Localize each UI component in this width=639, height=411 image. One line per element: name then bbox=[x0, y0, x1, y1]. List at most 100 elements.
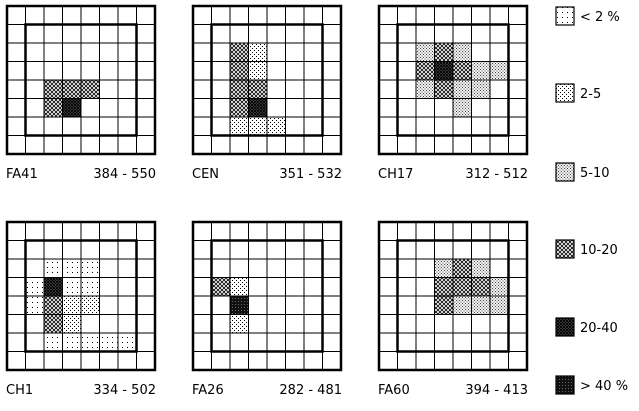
grid-cell-filled bbox=[471, 296, 490, 315]
legend-item: > 40 % bbox=[555, 375, 628, 395]
legend-item: 20-40 bbox=[555, 317, 618, 337]
grid-outer-border bbox=[5, 220, 157, 372]
grid-cell-filled bbox=[230, 277, 249, 296]
panel-ch1: CH1 334 - 502 bbox=[5, 220, 157, 398]
grid-cell-filled bbox=[62, 314, 81, 333]
grid-inner-border bbox=[210, 23, 324, 137]
panel-ch17: CH17 312 - 512 bbox=[377, 4, 529, 182]
grid-lines bbox=[192, 5, 342, 155]
grid-cell-filled bbox=[248, 117, 267, 136]
grid-inner-border bbox=[210, 239, 324, 353]
grid-cell-filled bbox=[453, 61, 472, 80]
grid-cell-filled bbox=[453, 98, 472, 117]
legend-item: 10-20 bbox=[555, 239, 618, 259]
legend-swatch bbox=[555, 239, 575, 259]
legend-swatch bbox=[555, 317, 575, 337]
grid-cell-filled bbox=[44, 333, 63, 352]
grid-lines bbox=[192, 221, 342, 371]
grid-cell-filled bbox=[416, 61, 435, 80]
panel-label: CEN bbox=[192, 167, 219, 182]
grid-cell-filled bbox=[416, 43, 435, 62]
grid-cell-filled bbox=[62, 333, 81, 352]
grid-cell-filled bbox=[81, 296, 100, 315]
grid-cell-filled bbox=[490, 296, 509, 315]
panel-fa60: FA60 394 - 413 bbox=[377, 220, 529, 398]
grid-cell-filled bbox=[25, 296, 44, 315]
grid-cell-filled bbox=[62, 296, 81, 315]
grid-cell-filled bbox=[434, 61, 453, 80]
grid-outer-border bbox=[377, 4, 529, 156]
legend-label: 2-5 bbox=[580, 87, 601, 102]
grid-inner-border bbox=[396, 239, 510, 353]
panel-label: FA26 bbox=[192, 383, 224, 398]
panel-range: 394 - 413 bbox=[465, 383, 528, 398]
grid-cell-filled bbox=[471, 277, 490, 296]
panel-range: 312 - 512 bbox=[465, 167, 528, 182]
panel-label: CH17 bbox=[378, 167, 413, 182]
grid-cell-filled bbox=[434, 296, 453, 315]
legend-label: < 2 % bbox=[580, 10, 620, 25]
panel-range: 351 - 532 bbox=[279, 167, 342, 182]
grid-cell-filled bbox=[230, 314, 249, 333]
legend-swatch bbox=[555, 6, 575, 26]
legend-swatch bbox=[555, 375, 575, 395]
grid-cell-filled bbox=[230, 296, 249, 315]
grid-outer-border bbox=[377, 220, 529, 372]
grid-cell-filled bbox=[99, 333, 118, 352]
legend-item: 5-10 bbox=[555, 162, 610, 182]
grid-cell-filled bbox=[248, 80, 267, 99]
legend-label: 10-20 bbox=[580, 243, 618, 258]
grid-outer-border bbox=[5, 4, 157, 156]
panel-range: 282 - 481 bbox=[279, 383, 342, 398]
grid-outer-border bbox=[191, 220, 343, 372]
grid-cell-filled bbox=[416, 80, 435, 99]
panel-label: FA60 bbox=[378, 383, 410, 398]
legend-label: 20-40 bbox=[580, 321, 618, 336]
grid-cell-filled bbox=[490, 277, 509, 296]
grid-cell-filled bbox=[44, 80, 63, 99]
grid-cell-filled bbox=[490, 61, 509, 80]
grid-cell-filled bbox=[453, 277, 472, 296]
grid-cell-filled bbox=[471, 80, 490, 99]
grid-cell-filled bbox=[248, 98, 267, 117]
grid-inner-border bbox=[24, 239, 138, 353]
grid-lines bbox=[378, 5, 528, 155]
grid-cell-filled bbox=[81, 259, 100, 278]
grid-cell-filled bbox=[62, 259, 81, 278]
grid-cell-filled bbox=[44, 277, 63, 296]
legend-swatch bbox=[555, 83, 575, 103]
panel-fa41: FA41 384 - 550 bbox=[5, 4, 157, 182]
panel-range: 384 - 550 bbox=[93, 167, 156, 182]
grid-cell-filled bbox=[62, 80, 81, 99]
legend-label: > 40 % bbox=[580, 379, 628, 394]
grid-cell-filled bbox=[81, 277, 100, 296]
panel-label: FA41 bbox=[6, 167, 38, 182]
grid-lines bbox=[6, 5, 156, 155]
legend-label: 5-10 bbox=[580, 166, 610, 181]
grid-lines bbox=[378, 221, 528, 371]
grid-cell-filled bbox=[471, 61, 490, 80]
grid-cell-filled bbox=[230, 61, 249, 80]
grid-outer-border bbox=[191, 4, 343, 156]
grid-cell-filled bbox=[44, 296, 63, 315]
grid-cell-filled bbox=[267, 117, 286, 136]
legend-item: 2-5 bbox=[555, 83, 601, 103]
grid-cell-filled bbox=[248, 61, 267, 80]
grid-cell-filled bbox=[453, 80, 472, 99]
grid-cell-filled bbox=[230, 98, 249, 117]
grid-cell-filled bbox=[25, 277, 44, 296]
grid-cell-filled bbox=[434, 43, 453, 62]
grid-inner-border bbox=[396, 23, 510, 137]
grid-cell-filled bbox=[471, 259, 490, 278]
panel-fa26: FA26 282 - 481 bbox=[191, 220, 343, 398]
grid-cell-filled bbox=[230, 43, 249, 62]
grid-cell-filled bbox=[453, 296, 472, 315]
panel-cen: CEN 351 - 532 bbox=[191, 4, 343, 182]
grid-cell-filled bbox=[81, 333, 100, 352]
grid-cell-filled bbox=[248, 43, 267, 62]
legend-item: < 2 % bbox=[555, 6, 620, 26]
grid-cell-filled bbox=[230, 80, 249, 99]
grid-cell-filled bbox=[453, 259, 472, 278]
grid-cell-filled bbox=[44, 314, 63, 333]
